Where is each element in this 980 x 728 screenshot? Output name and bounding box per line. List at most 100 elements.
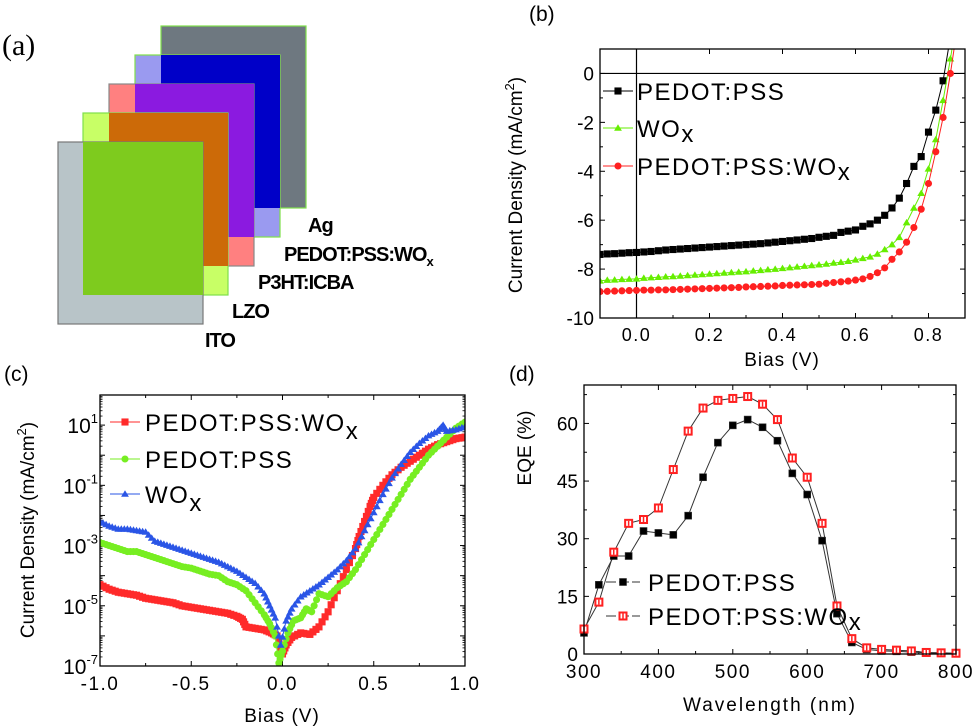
data-point-b-0 <box>903 179 911 188</box>
data-point-b-0 <box>603 250 611 258</box>
data-point-b-0 <box>859 222 867 230</box>
data-point-b-0 <box>939 77 947 85</box>
data-point-c-1 <box>461 418 465 426</box>
data-point-b-1 <box>618 275 626 283</box>
plot-frame-c <box>99 394 466 667</box>
data-point-b-2 <box>815 280 823 288</box>
data-point-b-0 <box>822 232 830 240</box>
layer-label-pedot-pss-wox: PEDOT:PSS:WOx <box>284 244 434 269</box>
data-point-c-2 <box>285 609 294 616</box>
data-point-c-2 <box>369 508 378 516</box>
data-point-b-2 <box>713 284 721 292</box>
data-point-b-0 <box>611 250 619 258</box>
data-point-b-1 <box>683 271 692 279</box>
data-point-b-0 <box>618 249 626 257</box>
data-point-b-0 <box>786 237 794 245</box>
data-point-d-0 <box>639 527 648 535</box>
data-point-c-2 <box>257 586 266 593</box>
legend-marker-b-1 <box>614 124 622 131</box>
data-point-d-0 <box>654 529 663 537</box>
x-tick-label-c: 0.5 <box>358 674 389 695</box>
data-point-d-0 <box>773 436 782 445</box>
data-point-c-2 <box>360 526 369 534</box>
series-line-b-0 <box>600 49 949 255</box>
layer-label-ito: ITO <box>205 330 235 352</box>
data-point-b-1 <box>858 254 867 262</box>
data-point-b-2 <box>654 286 662 294</box>
data-point-b-0 <box>888 204 896 212</box>
data-point-b-2 <box>778 281 787 290</box>
data-point-b-1 <box>712 269 721 277</box>
x-tick-label-d: 400 <box>640 662 676 683</box>
data-point-b-2 <box>903 238 911 246</box>
data-point-c-2 <box>254 583 263 590</box>
data-point-c-2 <box>354 538 363 546</box>
data-point-c-2 <box>461 422 465 430</box>
y-axis-label-d: EQE (%) <box>515 411 536 486</box>
data-point-b-1 <box>632 275 641 282</box>
x-tick-label-d: 800 <box>938 662 974 683</box>
data-point-b-1 <box>895 233 904 241</box>
data-point-b-1 <box>669 272 677 280</box>
y-tick-label-b: -4 <box>577 162 594 183</box>
data-point-b-1 <box>771 265 780 272</box>
data-point-b-0 <box>684 244 692 253</box>
data-point-b-2 <box>735 283 743 291</box>
data-point-b-2 <box>822 279 830 287</box>
x-tick-label-b: 0.8 <box>914 325 944 345</box>
legend-label-b-1: WOx <box>637 116 695 148</box>
legend-marker-d-0 <box>619 578 627 586</box>
data-point-b-0 <box>669 245 677 254</box>
data-point-c-2 <box>357 532 366 540</box>
y-tick-label-c: 10-1 <box>63 471 98 498</box>
data-point-b-1 <box>917 189 926 197</box>
data-point-b-2 <box>742 283 750 291</box>
data-point-b-1 <box>815 260 823 268</box>
data-point-c-2 <box>403 452 412 460</box>
panel-label-c: (c) <box>4 363 29 386</box>
y-tick-label-c: 10-3 <box>63 532 98 559</box>
data-point-b-0 <box>932 106 940 114</box>
y-tick-label-b: -10 <box>567 309 594 330</box>
data-point-b-1 <box>800 262 809 269</box>
panel-label-d: (d) <box>509 363 535 386</box>
data-point-b-0 <box>837 228 845 236</box>
x-tick-label-c: -1.0 <box>81 674 120 695</box>
data-point-b-2 <box>720 284 728 292</box>
data-point-b-2 <box>837 278 845 286</box>
data-point-b-1 <box>844 257 853 265</box>
data-point-b-1 <box>888 240 896 248</box>
y-axis-label-b: Current Density (mA/cm2) <box>502 77 527 293</box>
x-tick-label-d: 700 <box>863 662 899 683</box>
data-point-b-0 <box>895 194 903 202</box>
y-tick-label-b: -8 <box>577 260 594 281</box>
data-point-d-0 <box>788 469 797 478</box>
data-point-b-0 <box>735 241 743 249</box>
data-point-b-1 <box>661 272 670 280</box>
data-point-b-2 <box>640 286 648 294</box>
y-tick-label-c: 10-7 <box>63 652 98 679</box>
data-point-b-2 <box>888 255 896 263</box>
data-point-b-2 <box>603 287 611 295</box>
y-tick-label-d: 45 <box>557 472 578 493</box>
data-point-b-1 <box>610 276 619 283</box>
legend-label-c-2: WOx <box>145 482 203 517</box>
legend-label-b-0: PEDOT:PSS <box>637 79 785 106</box>
data-point-d-0 <box>818 536 826 545</box>
data-point-d-0 <box>595 581 603 589</box>
data-point-b-1 <box>676 272 685 279</box>
data-point-b-2 <box>647 286 655 294</box>
legend-marker-c-0 <box>121 418 129 426</box>
x-axis-label-c: Bias (V) <box>244 706 320 727</box>
data-point-b-2 <box>757 282 765 291</box>
x-tick-label-b: 0.6 <box>841 325 871 345</box>
data-point-b-1 <box>902 218 911 226</box>
y-tick-label-b: -6 <box>577 211 594 232</box>
data-point-b-1 <box>910 204 918 211</box>
data-point-b-1 <box>829 259 838 266</box>
data-point-b-2 <box>684 285 692 293</box>
legend-marker-c-1 <box>121 455 129 463</box>
data-point-b-1 <box>873 250 882 257</box>
x-tick-label-c: -0.5 <box>172 674 211 695</box>
legend-label-d-0: PEDOT:PSS <box>648 570 796 597</box>
